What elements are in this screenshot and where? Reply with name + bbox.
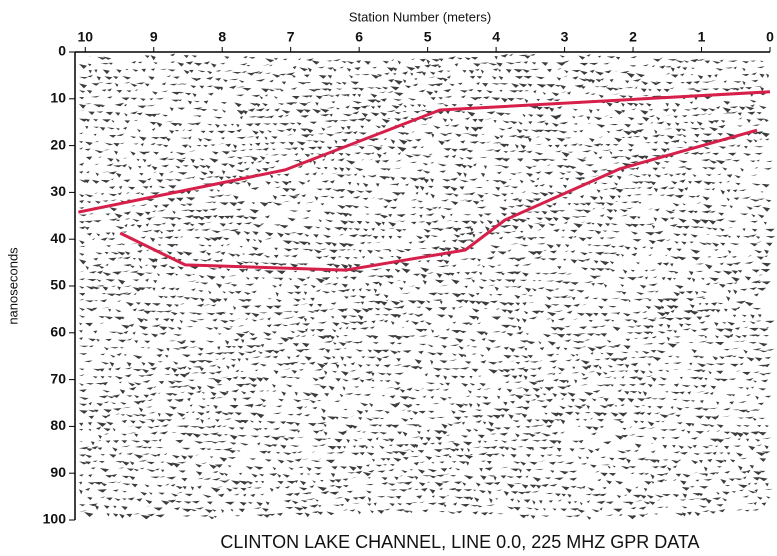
chart-title: CLINTON LAKE CHANNEL, LINE 0.0, 225 MHZ … (220, 532, 699, 552)
x-axis-label: Station Number (meters) (349, 9, 491, 24)
x-tick-label: 3 (561, 29, 569, 45)
y-axis-label: nanoseconds (5, 247, 20, 325)
x-tick-label: 4 (492, 29, 500, 45)
x-tick-label: 8 (218, 29, 226, 45)
y-tick-label: 100 (43, 511, 67, 527)
y-tick-label: 80 (50, 417, 66, 433)
y-tick-label: 10 (50, 90, 66, 106)
y-tick-label: 40 (50, 230, 66, 246)
texture (79, 53, 776, 520)
x-tick-label: 10 (77, 29, 93, 45)
horizon-line (119, 128, 758, 272)
y-tick-label: 0 (58, 43, 66, 59)
y-tick-label: 30 (50, 183, 66, 199)
x-tick-label: 2 (629, 29, 637, 45)
y-tick-label: 60 (50, 324, 66, 340)
x-tick-label: 7 (287, 29, 295, 45)
y-tick-label: 50 (50, 277, 66, 293)
y-tick-label: 90 (50, 464, 66, 480)
x-tick-label: 0 (766, 29, 774, 45)
x-tick-label: 1 (698, 29, 706, 45)
texture-strokes (79, 53, 776, 520)
x-tick-label: 6 (355, 29, 363, 45)
x-tick-label: 9 (150, 29, 158, 45)
x-tick-label: 5 (424, 29, 432, 45)
y-tick-label: 20 (50, 136, 66, 152)
y-tick-label: 70 (50, 370, 66, 386)
horizon-line (78, 90, 771, 214)
